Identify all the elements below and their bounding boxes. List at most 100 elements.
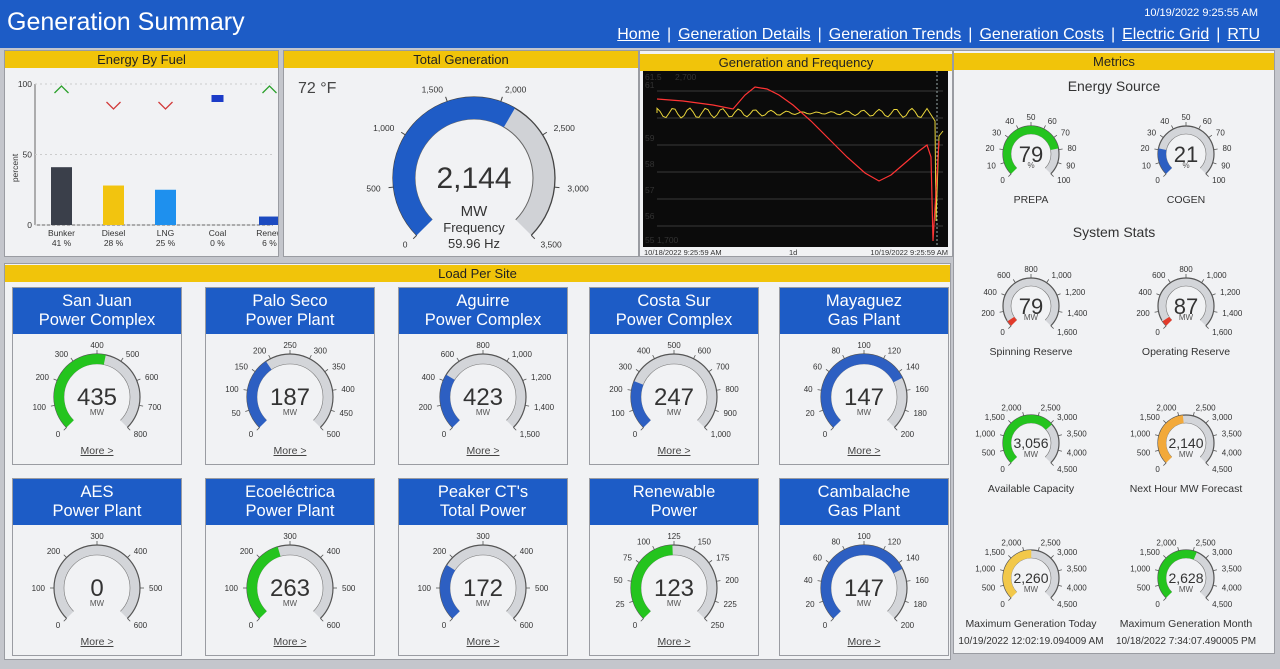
gauge-tick [817,580,822,582]
site-more-link[interactable]: More > [273,445,307,457]
nav-generation-trends[interactable]: Generation Trends [828,26,962,43]
gauge-tick [1050,325,1054,329]
gauge-tick-label: 3,000 [1057,413,1078,422]
site-more-link[interactable]: More > [80,445,114,457]
gauge-tick-label: 600 [327,621,341,630]
gauge-tick-label: 0 [442,430,447,439]
gauge-tick-label: 500 [327,430,341,439]
gauge-fill [821,354,903,428]
gauge-tick-label: 600 [1152,271,1166,280]
gauge-tick [1163,173,1167,177]
gauge-fill [631,381,651,428]
gauge-tick [693,545,696,550]
gauge-tick [1053,134,1058,138]
gauge-tick-label: 400 [341,385,355,394]
site-more-link[interactable]: More > [466,445,500,457]
site-card-renewable: Renewable Power 0 25 50 75 100 125 150 175 200 225 2… [589,478,759,656]
metric-label-3: Operating Reserve [1142,346,1230,358]
site-more-link[interactable]: More > [657,445,691,457]
gauge-tick-label: 100 [637,538,651,547]
generation-trend-line [656,86,940,242]
gauge-tick-label: 300 [476,532,490,541]
gauge-tick [1050,555,1054,559]
gauge-tick [825,369,830,373]
gauge-tick-label: 300 [314,347,328,356]
gauge-tick-label: 0 [1155,465,1160,474]
metric-timestamp-6: 10/19/2022 12:02:19.094009 AM [958,636,1103,647]
metric-label-7: Maximum Generation Month [1120,618,1253,630]
gauge-tick [708,369,713,373]
gauge-unit: MW [1024,450,1039,459]
gauge-tick [309,354,312,359]
site-more-link[interactable]: More > [80,636,114,648]
nav-rtu[interactable]: RTU [1227,26,1260,43]
trend-mw-bottom: 1,700 [657,235,679,245]
gauge-tick [522,378,527,381]
gauge-tick-label: 200 [36,373,50,382]
trend-time-end: 10/19/2022 9:25:59 AM [870,248,948,257]
gauge-tick-label: 100 [611,409,625,418]
site-subname: Power [650,502,698,520]
fuel-value-label: 28 % [104,238,124,248]
gauge-tick-label: 0 [1155,600,1160,609]
gauge-tick [999,434,1005,437]
gauge-tick [1000,162,1005,165]
total-gauge-inner [414,118,534,221]
fuel-category-label: Diesel [102,228,126,238]
gauge-tick [842,354,845,359]
site-more-link[interactable]: More > [847,445,881,457]
gauge-tick [627,580,632,582]
fuel-value-label: 0 % [210,238,225,248]
nav-electric-grid[interactable]: Electric Grid [1122,26,1210,43]
gauge-tick-label: 200 [609,385,623,394]
gauge-inner-line [640,554,708,612]
gauge-tick-label: 3,000 [1057,548,1078,557]
gauge-tick [825,560,830,564]
gauge-tick-label: 350 [332,362,346,371]
gauge-tick [1057,569,1063,572]
nav-generation-details[interactable]: Generation Details [678,26,811,43]
gauge-tick [1004,134,1009,138]
gauge-tick [1154,449,1160,452]
gauge-tick-label: 600 [698,347,712,356]
system-stats-title: System Stats [1072,224,1156,240]
site-card-aes: AES Power Plant 0 100 200 300 400 500 600 0 MW More… [12,478,182,656]
gauge-tick [245,409,250,412]
site-more-link[interactable]: More > [273,636,307,648]
gauge-unit: MW [667,408,682,417]
nav-generation-costs[interactable]: Generation Costs [979,26,1104,43]
gauge-tick-label: 200 [253,347,267,356]
gauge-fill [1158,148,1173,174]
gauge-value: 123 [654,575,694,602]
gauge-unit: MW [667,599,682,608]
gauge-tick-label: 300 [55,350,69,359]
gauge-tick-label: 1,200 [1065,288,1086,297]
energy-by-fuel-panel: Energy By Fuel percent 0 50 100 Bunker 41 % D… [4,50,279,257]
site-more-link[interactable]: More > [847,636,881,648]
site-more-link[interactable]: More > [657,636,691,648]
gauge-tick [708,560,713,564]
gauge-fill [1003,415,1052,463]
generation-frequency-chart: 61.561 2,700 59 58 57 56 55 1,700 10/18/2022 9:2… [643,71,948,257]
gauge-tick [627,389,632,391]
gauge-tick [256,427,260,431]
gauge-tick [999,449,1005,452]
gauge-tick [324,369,329,373]
gauge-track [1158,278,1214,326]
gauge-tick [1205,555,1209,559]
nav-home[interactable]: Home [617,26,660,43]
trend-up-icon [262,85,277,94]
gauge-tick [70,357,74,362]
gauge-tick [1171,125,1174,130]
gauge-tick [136,378,141,381]
site-more-link[interactable]: More > [466,636,500,648]
gauge-tick [1012,279,1016,283]
main-nav: Home | Generation Details | Generation Tre… [617,26,1260,43]
gauge-tick-label: 100 [1057,176,1071,185]
gauge-tick-label: 175 [716,553,730,562]
metrics-gauges: 0 10 20 30 40 50 60 70 80 90 100 79% PREPA 0 10 20 30 40 5… [958,113,1256,647]
gauge-tick [883,354,886,359]
gauge-tick [1205,325,1209,329]
